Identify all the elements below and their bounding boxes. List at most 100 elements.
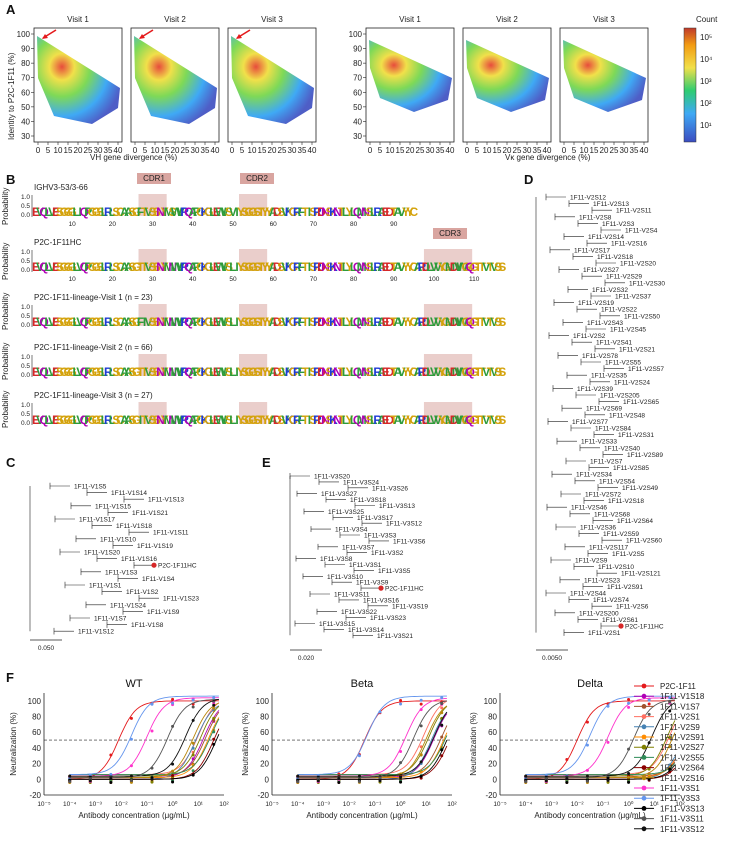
y-tick-label: 90 (21, 45, 30, 54)
tree-leaf-label: 1F11-V3S9 (356, 580, 389, 587)
tree-leaf-label: 1F11-V3S10 (327, 574, 363, 581)
series-point (109, 772, 113, 776)
logo-letter: I (308, 365, 311, 379)
x-tick-label: 15 (161, 146, 170, 155)
logo-letter: S (56, 205, 64, 219)
x-tick-label: 5 (378, 146, 383, 155)
legend-marker-icon (641, 826, 647, 832)
logo-letter: G (441, 413, 450, 427)
series-point (191, 757, 195, 761)
logo-y-tick-label: 0.0 (21, 420, 30, 427)
logo-letter: E (32, 315, 40, 329)
logo-letter: Q (80, 365, 89, 379)
logo-letter: E (382, 260, 390, 274)
logo-letter: A (120, 365, 129, 379)
logo-letter: D (273, 315, 282, 329)
logo-letter: Q (39, 205, 48, 219)
logo-letter: I (308, 413, 311, 427)
series-point (357, 780, 361, 784)
logo-letter: I (143, 315, 146, 329)
series-point (357, 774, 361, 778)
logo-letter: V (454, 365, 462, 379)
series-point (544, 779, 548, 783)
logo-letter: P (84, 365, 92, 379)
legend-marker-icon (641, 795, 647, 801)
x-tick-label: 30 (523, 146, 532, 155)
logo-letter: T (487, 260, 495, 274)
logo-letter: S (309, 315, 317, 329)
logo-letter: V (434, 315, 442, 329)
logo-letter: G (470, 260, 479, 274)
logo-letter: S (241, 413, 249, 427)
logo-letter: S (498, 365, 506, 379)
logo-y-tick-label: 1.0 (21, 249, 30, 256)
logo-letter: W (456, 413, 468, 427)
logo-x-tick-label: 50 (229, 276, 237, 283)
series-point (109, 777, 113, 781)
logo-letter: T (390, 205, 398, 219)
series-point (212, 742, 216, 746)
panel-a-xlabel-vh: VH gene divergence (%) (90, 153, 177, 162)
logo-letter: Y (161, 413, 169, 427)
logo-letter: T (257, 205, 265, 219)
logo-letter: E (213, 365, 221, 379)
logo-letter: S (253, 205, 261, 219)
logo-letter: G (92, 260, 101, 274)
tree-leaf-label: 1F11-V1S14 (111, 490, 147, 497)
logo-letter: I (235, 205, 238, 219)
logo-letter: N (156, 413, 165, 427)
series-point (585, 743, 589, 747)
logo-letter: G (88, 260, 97, 274)
logo-letter: I (139, 413, 142, 427)
logo-letter: N (333, 315, 342, 329)
tree-leaf-label: 1F11-V2S72 (585, 492, 621, 499)
logo-letter: V (48, 365, 56, 379)
logo-letter: A (124, 315, 133, 329)
heatmap-density (466, 40, 549, 112)
chart-x-tick-label: 10⁻³ (89, 801, 103, 808)
logo-letter: M (357, 365, 367, 379)
logo-letter: P (84, 315, 92, 329)
logo-letter: P (193, 413, 201, 427)
series-point (129, 764, 133, 768)
x-tick-label: 10 (386, 146, 395, 155)
logo-letter: S (128, 260, 136, 274)
logo-letter: S (277, 205, 285, 219)
logo-letter: T (479, 365, 487, 379)
tree-leaf-label: P2C-1F11HC (158, 563, 197, 570)
logo-letter: M (357, 315, 367, 329)
logo-letter: P (84, 260, 92, 274)
series-point (171, 701, 175, 705)
series-point (419, 698, 423, 702)
legend-item-label: 1F11-V3S3 (660, 794, 700, 803)
logo-letter: L (342, 365, 349, 379)
logo-letter: L (109, 315, 116, 329)
logo-letter: L (209, 365, 216, 379)
logo-letter: D (385, 365, 394, 379)
logo-letter: R (293, 413, 302, 427)
logo-letter: N (333, 365, 342, 379)
logo-letter: P (193, 205, 201, 219)
logo-letter: T (479, 315, 487, 329)
logo-letter: V (482, 413, 490, 427)
logo-letter: A (414, 260, 423, 274)
legend-item-label: P2C-1F11 (660, 682, 696, 691)
logo-letter: N (321, 205, 330, 219)
logo-letter: S (277, 365, 285, 379)
logo-letter: V (48, 205, 56, 219)
series-point (647, 767, 651, 771)
tree-leaf-label: 1F11-V2S10 (598, 564, 634, 571)
logo-letter: W (171, 413, 183, 427)
x-tick-label: 10 (248, 146, 257, 155)
logo-letter: L (209, 205, 216, 219)
logo-letter: C (116, 365, 125, 379)
series-point (150, 702, 154, 706)
logo-letter: A (188, 365, 197, 379)
series-point (109, 780, 113, 784)
logo-letter: A (414, 365, 423, 379)
logo-letter: L (109, 205, 116, 219)
logo-letter: V (281, 260, 289, 274)
tree-leaf-label: 1F11-V3S3 (364, 533, 397, 540)
logo-letter: G (248, 365, 257, 379)
series-point (191, 769, 195, 773)
